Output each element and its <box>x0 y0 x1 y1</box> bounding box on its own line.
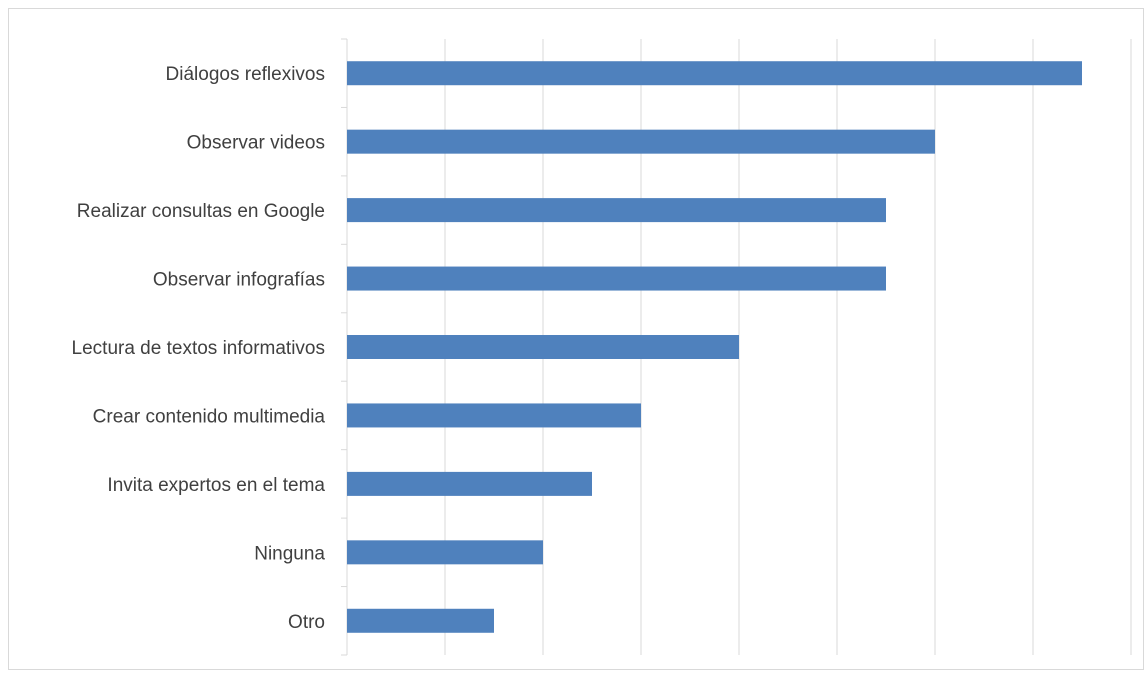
bar <box>347 540 543 565</box>
category-label: Diálogos reflexivos <box>166 64 325 85</box>
category-label: Observar infografías <box>153 270 325 291</box>
category-axis <box>341 38 348 656</box>
category-label: Invita expertos en el tema <box>107 475 325 496</box>
bar <box>347 61 1082 86</box>
category-label: Realizar consultas en Google <box>77 201 325 222</box>
category-label: Observar videos <box>187 133 325 154</box>
bar-chart: Diálogos reflexivos Observar videos Realiz… <box>72 38 1132 656</box>
bar <box>347 471 592 496</box>
bar <box>347 608 494 633</box>
category-label: Lectura de textos informativos <box>72 338 325 359</box>
bar <box>347 198 886 223</box>
category-label: Otro <box>288 612 325 633</box>
category-label: Crear contenido multimedia <box>93 406 326 427</box>
category-labels: Diálogos reflexivos Observar videos Realiz… <box>72 64 326 633</box>
bar <box>347 335 739 359</box>
category-label: Ninguna <box>254 543 325 564</box>
bar <box>347 266 886 291</box>
bar <box>347 129 935 154</box>
bar <box>347 403 641 428</box>
chart-frame: Diálogos reflexivos Observar videos Realiz… <box>8 8 1144 670</box>
bars <box>347 61 1082 633</box>
